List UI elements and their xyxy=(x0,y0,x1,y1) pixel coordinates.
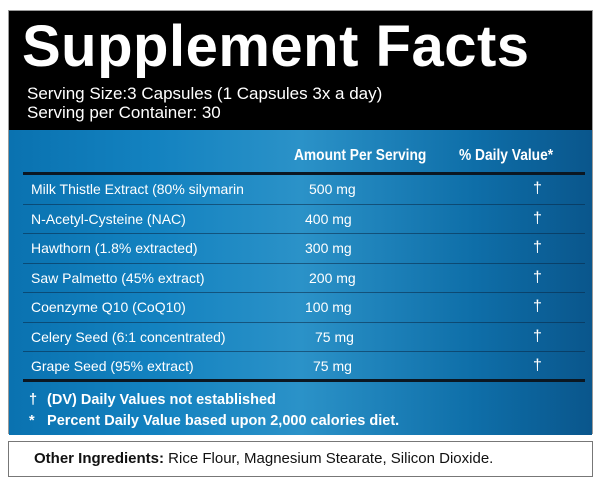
footnote-text: (DV) Daily Values not established xyxy=(47,392,276,408)
label-title: Supplement Facts xyxy=(22,14,530,79)
ingredient-name: Milk Thistle Extract (80% silymarin xyxy=(31,181,244,197)
ingredient-amount: 500 mg xyxy=(309,181,356,197)
ingredient-amount: 75 mg xyxy=(315,328,354,345)
table-row: Hawthorn (1.8% extracted) 300 mg † xyxy=(23,234,585,264)
servings-per-container: Serving per Container: 30 xyxy=(27,103,221,122)
facts-panel: Amount Per Serving % Daily Value* Milk T… xyxy=(9,130,592,435)
other-ingredients-box: Other Ingredients: Rice Flour, Magnesium… xyxy=(8,441,593,477)
ingredient-name: Celery Seed (6:1 concentrated) xyxy=(31,328,226,345)
ingredient-amount: 200 mg xyxy=(309,269,356,286)
ingredient-table: Milk Thistle Extract (80% silymarin 500 … xyxy=(23,175,585,382)
table-row: Milk Thistle Extract (80% silymarin 500 … xyxy=(23,175,585,205)
dagger-icon: † xyxy=(533,327,542,345)
table-row: Coenzyme Q10 (CoQ10) 100 mg † xyxy=(23,293,585,323)
footnote-percent-daily-value: * Percent Daily Value based upon 2,000 c… xyxy=(29,413,399,429)
ingredient-amount: 300 mg xyxy=(305,240,352,256)
footnote-daily-values: † (DV) Daily Values not established xyxy=(29,392,276,408)
dagger-icon: † xyxy=(533,268,542,286)
table-row: Celery Seed (6:1 concentrated) 75 mg † xyxy=(23,323,585,352)
dagger-icon: † xyxy=(533,298,542,315)
footnote-text: Percent Daily Value based upon 2,000 cal… xyxy=(47,413,400,429)
ingredient-name: Grape Seed (95% extract) xyxy=(31,358,194,374)
dagger-icon: † xyxy=(29,392,38,408)
table-row: Saw Palmetto (45% extract) 200 mg † xyxy=(23,264,585,293)
ingredient-name: Hawthorn (1.8% extracted) xyxy=(31,240,198,256)
ingredient-amount: 100 mg xyxy=(305,299,352,315)
column-header-daily-value: % Daily Value* xyxy=(459,147,554,164)
divider-bottom xyxy=(23,379,585,382)
label-header: Supplement Facts Serving Size:3 Capsules… xyxy=(9,11,592,130)
column-header-amount: Amount Per Serving xyxy=(294,147,427,164)
dagger-icon: † xyxy=(533,180,542,197)
supplement-facts-label: Supplement Facts Serving Size:3 Capsules… xyxy=(8,10,593,435)
asterisk-icon: * xyxy=(29,413,35,429)
dagger-icon: † xyxy=(533,357,542,374)
other-ingredients-value: Rice Flour, Magnesium Stearate, Silicon … xyxy=(164,450,494,467)
ingredient-amount: 75 mg xyxy=(313,358,352,374)
ingredient-name: N-Acetyl-Cysteine (NAC) xyxy=(31,210,186,227)
ingredient-name: Saw Palmetto (45% extract) xyxy=(31,269,205,286)
ingredient-amount: 400 mg xyxy=(305,210,352,227)
dagger-icon: † xyxy=(533,209,542,227)
dagger-icon: † xyxy=(533,239,542,256)
other-ingredients-label: Other Ingredients: xyxy=(34,450,165,467)
divider-top xyxy=(23,172,585,175)
table-row: Grape Seed (95% extract) 75 mg † xyxy=(23,352,585,382)
table-row: N-Acetyl-Cysteine (NAC) 400 mg † xyxy=(23,205,585,234)
ingredient-name: Coenzyme Q10 (CoQ10) xyxy=(31,299,186,315)
serving-size: Serving Size:3 Capsules (1 Capsules 3x a… xyxy=(27,84,383,103)
